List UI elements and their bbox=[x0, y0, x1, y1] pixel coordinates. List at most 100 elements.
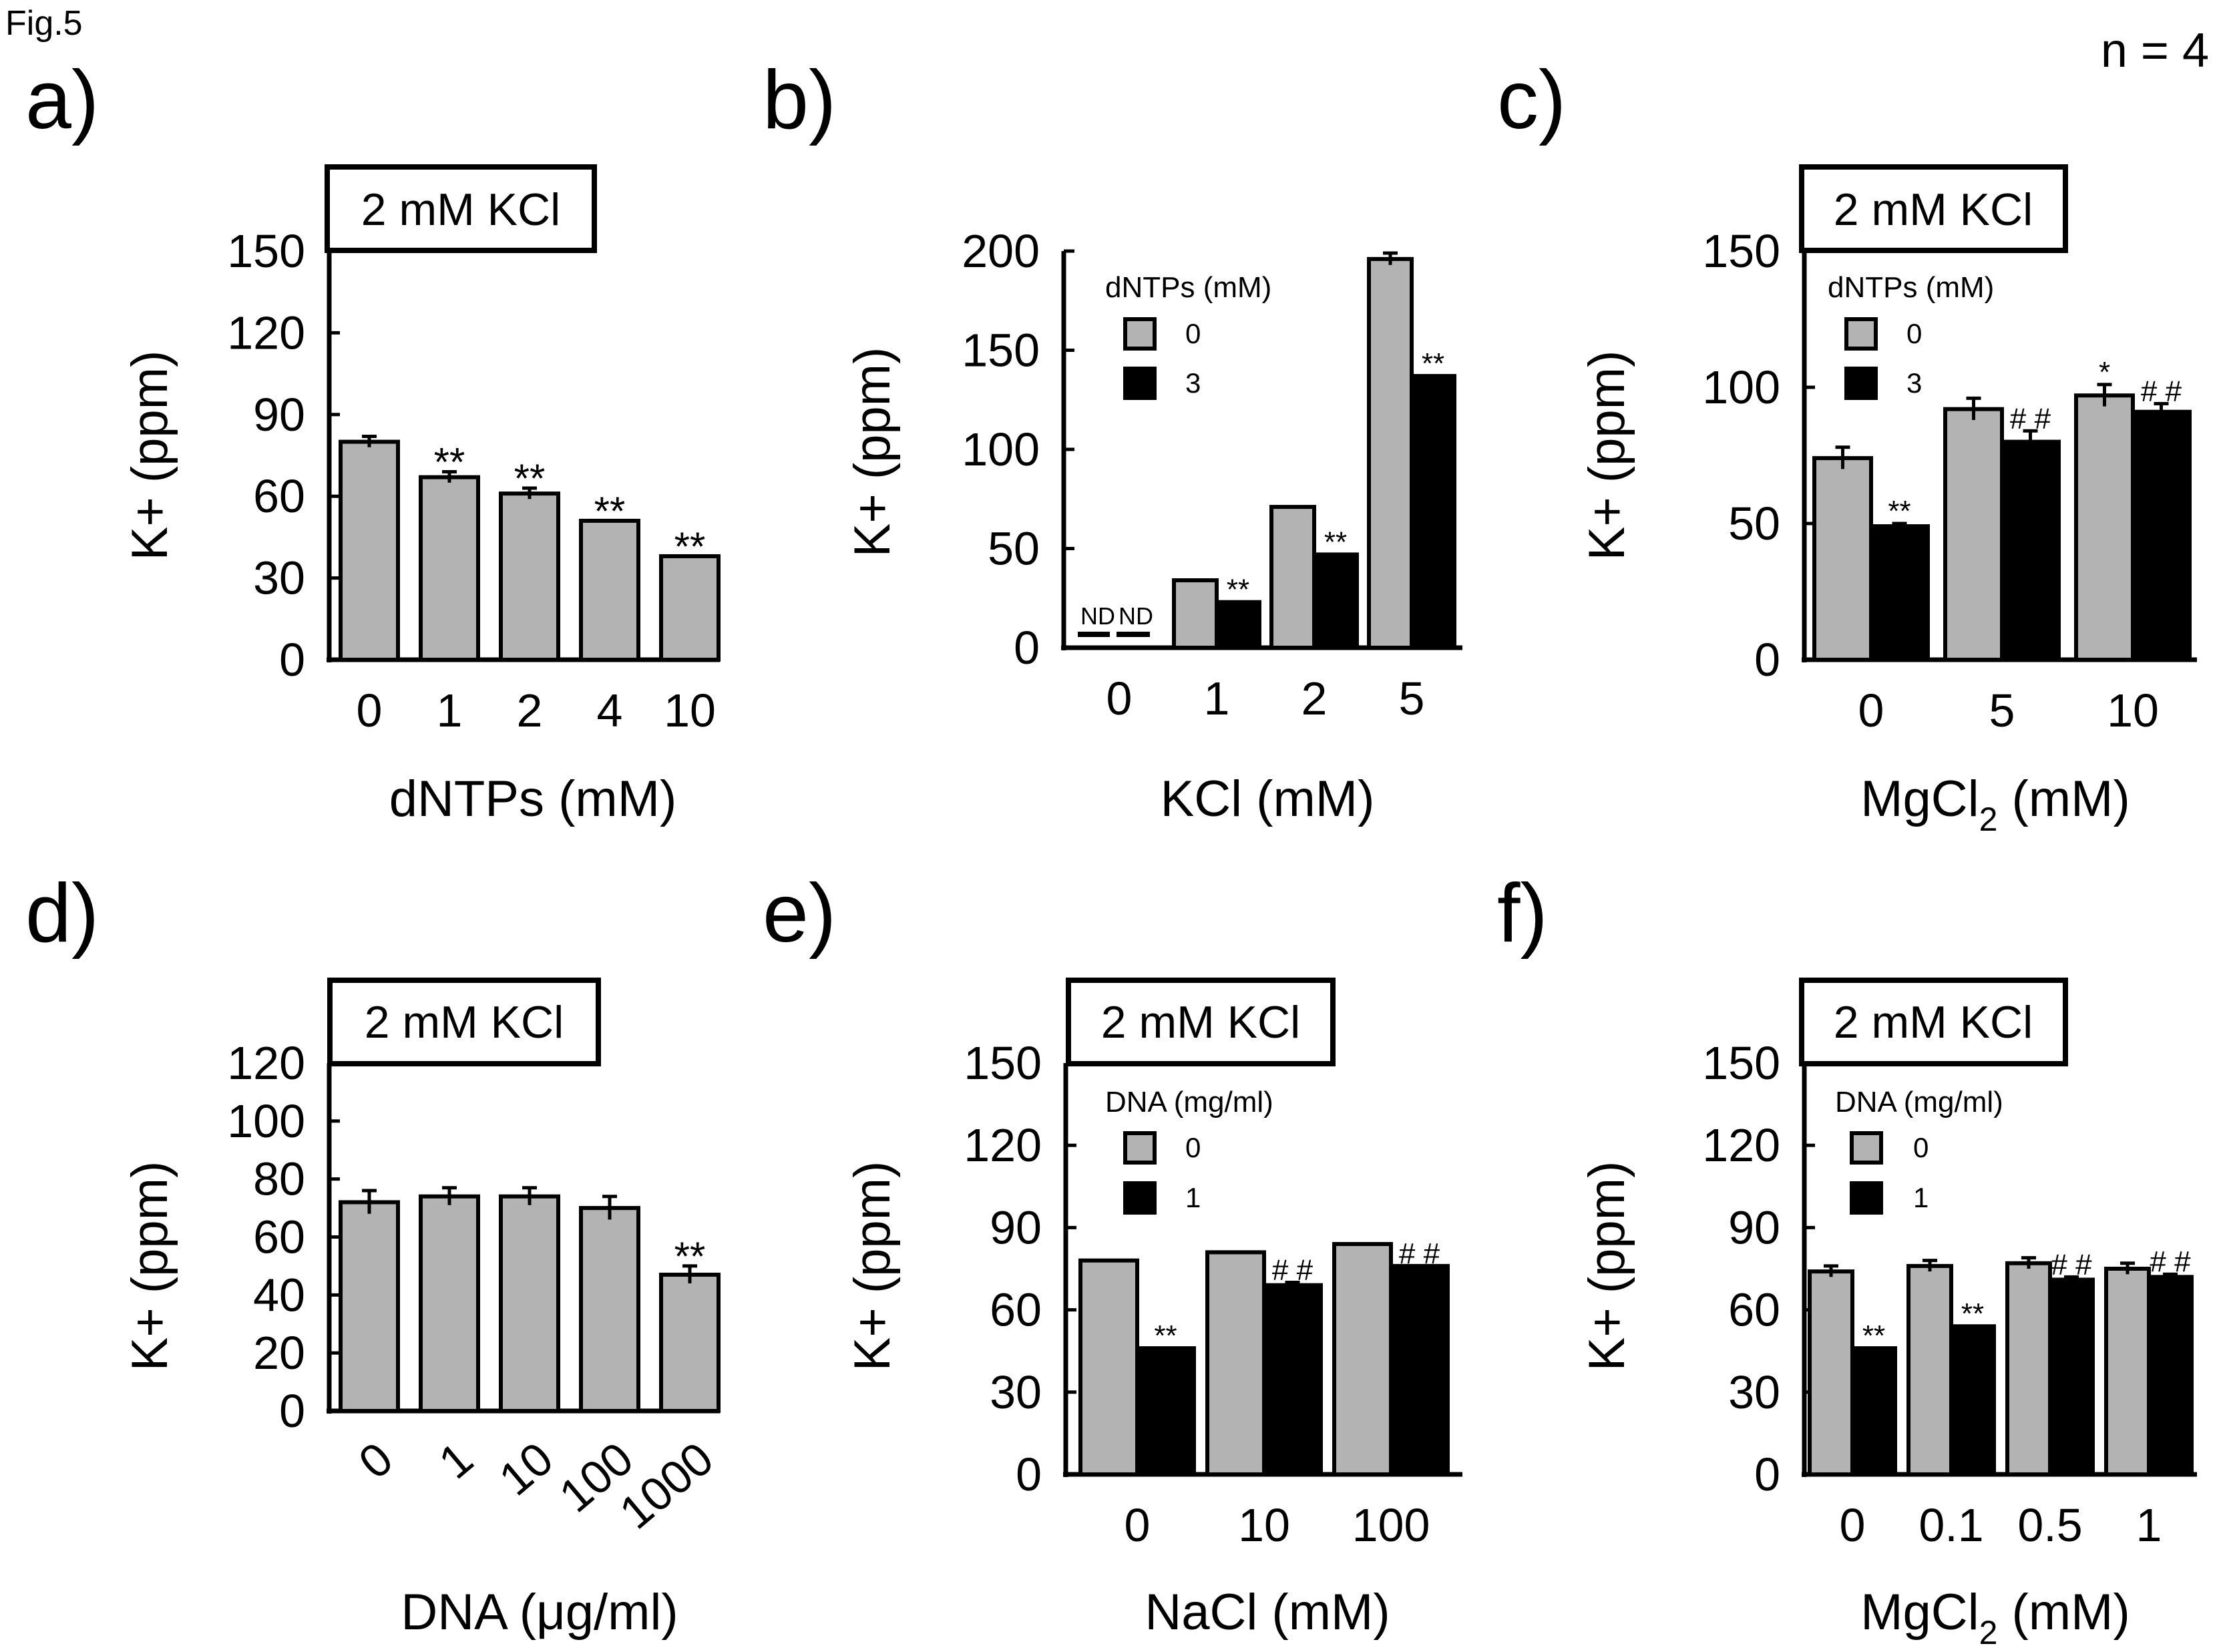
legend-swatch bbox=[1850, 1181, 1883, 1215]
condition-label: 2 mM KCl bbox=[1101, 997, 1300, 1048]
y-tick-label: 0 bbox=[279, 1385, 305, 1437]
bar bbox=[659, 554, 721, 662]
y-axis-title: K+ (ppm) bbox=[844, 1161, 901, 1372]
legend-label: 0 bbox=[1185, 1132, 1201, 1163]
x-tick-label: 0 bbox=[1840, 1499, 1866, 1551]
panel-label: b) bbox=[763, 54, 836, 146]
y-tick-label: 120 bbox=[964, 1119, 1042, 1171]
x-tick-label: 0 bbox=[349, 1432, 403, 1489]
x-tick-label: 2 bbox=[517, 684, 543, 737]
significance-mark: ** bbox=[1961, 1297, 1984, 1330]
x-tick-label: 10 bbox=[2107, 684, 2159, 737]
legend-title: DNA (mg/ml) bbox=[1835, 1086, 2003, 1118]
figure-label: Fig.5 bbox=[5, 4, 83, 43]
x-tick-label: 4 bbox=[597, 684, 623, 737]
significance-mark: ** bbox=[514, 456, 546, 501]
significance-mark: # # bbox=[1399, 1237, 1440, 1270]
bar bbox=[1949, 1324, 1996, 1476]
bar bbox=[1367, 256, 1414, 650]
y-tick-label: 150 bbox=[1702, 1037, 1780, 1089]
y-tick-label: 150 bbox=[964, 1037, 1042, 1089]
bar bbox=[419, 1194, 480, 1413]
legend-swatch bbox=[1844, 317, 1878, 351]
bar bbox=[1410, 374, 1456, 650]
y-axis-title: K+ (ppm) bbox=[844, 347, 901, 558]
legend-label: 3 bbox=[1906, 367, 1922, 399]
significance-mark: ** bbox=[674, 1234, 706, 1279]
y-tick-label: 0 bbox=[1754, 1448, 1780, 1500]
bar bbox=[1808, 1269, 1854, 1477]
condition-label: 2 mM KCl bbox=[1834, 184, 2033, 235]
x-tick-label: 1000 bbox=[610, 1432, 723, 1539]
bar bbox=[419, 475, 480, 662]
x-axis-title: dNTPs (mM) bbox=[389, 771, 677, 827]
y-tick-label: 90 bbox=[1728, 1201, 1780, 1253]
y-axis-title: K+ (ppm) bbox=[122, 1161, 178, 1372]
bar bbox=[499, 1194, 560, 1413]
bar bbox=[1262, 1283, 1323, 1476]
panel-label: e) bbox=[763, 867, 836, 960]
bar bbox=[2005, 1261, 2052, 1476]
legend-label: 0 bbox=[1913, 1132, 1929, 1163]
legend-swatch bbox=[1123, 1131, 1157, 1165]
y-tick-label: 50 bbox=[988, 523, 1040, 575]
legend-swatch bbox=[1123, 317, 1157, 351]
y-tick-label: 150 bbox=[1702, 225, 1780, 277]
y-tick-label: 100 bbox=[1702, 361, 1780, 413]
legend-label: 0 bbox=[1185, 318, 1201, 349]
x-tick-label: 0.5 bbox=[2017, 1499, 2082, 1551]
significance-mark: ** bbox=[674, 524, 706, 569]
bar bbox=[1850, 1346, 1897, 1477]
bar bbox=[499, 491, 560, 662]
bar bbox=[1205, 1250, 1266, 1476]
panel-label: a) bbox=[25, 54, 99, 146]
y-tick-label: 100 bbox=[227, 1095, 305, 1147]
x-tick-label: 0 bbox=[1125, 1499, 1151, 1551]
x-tick-label: 100 bbox=[1352, 1499, 1430, 1551]
significance-mark: # # bbox=[1272, 1254, 1314, 1287]
y-tick-label: 150 bbox=[962, 325, 1040, 377]
y-axis-title: K+ (ppm) bbox=[1579, 351, 1635, 561]
legend-swatch bbox=[1123, 367, 1157, 400]
not-detected-label: ND bbox=[1080, 602, 1115, 630]
bar bbox=[659, 1272, 721, 1413]
y-axis-title: K+ (ppm) bbox=[1579, 1161, 1635, 1372]
bar bbox=[2131, 409, 2192, 662]
y-tick-label: 150 bbox=[227, 225, 305, 277]
condition-label: 2 mM KCl bbox=[1834, 997, 2033, 1048]
significance-mark: * bbox=[2099, 356, 2110, 389]
condition-label: 2 mM KCl bbox=[361, 184, 560, 235]
y-tick-label: 0 bbox=[1016, 1448, 1042, 1500]
condition-label: 2 mM KCl bbox=[365, 997, 564, 1048]
x-axis-title: NaCl (mM) bbox=[1145, 1584, 1390, 1641]
y-tick-label: 120 bbox=[1702, 1119, 1780, 1171]
x-tick-label: 1 bbox=[2136, 1499, 2162, 1551]
bar bbox=[1332, 1242, 1393, 1477]
y-tick-label: 30 bbox=[253, 552, 305, 604]
x-tick-label: 0 bbox=[1106, 672, 1133, 725]
bar bbox=[1312, 552, 1359, 650]
legend-label: 1 bbox=[1913, 1182, 1929, 1213]
x-tick-label: 0 bbox=[357, 684, 383, 737]
significance-mark: ** bbox=[1422, 347, 1444, 380]
x-axis-title: DNA (μg/ml) bbox=[401, 1584, 678, 1641]
bar bbox=[1269, 505, 1316, 650]
x-tick-label: 2 bbox=[1301, 672, 1328, 725]
x-tick-label: 0 bbox=[1858, 684, 1884, 737]
significance-mark: ** bbox=[594, 489, 626, 534]
significance-mark: # # bbox=[2150, 1245, 2191, 1278]
bar bbox=[1869, 524, 1930, 662]
legend-title: dNTPs (mM) bbox=[1828, 271, 1994, 304]
x-tick-label: 1 bbox=[437, 684, 463, 737]
x-tick-label: 5 bbox=[1399, 672, 1425, 725]
bar bbox=[579, 1206, 640, 1414]
bar bbox=[1389, 1263, 1450, 1476]
significance-mark: ** bbox=[1227, 574, 1249, 606]
condition-box bbox=[1799, 978, 2068, 1066]
bar bbox=[2104, 1267, 2151, 1476]
legend-swatch bbox=[1844, 367, 1878, 400]
significance-mark: # # bbox=[2141, 375, 2182, 407]
